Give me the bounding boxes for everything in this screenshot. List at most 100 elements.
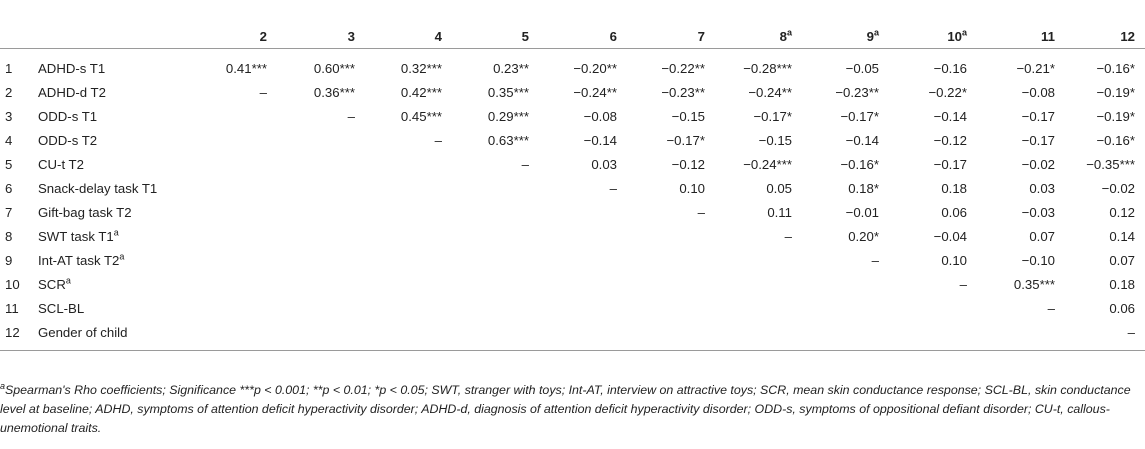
correlation-cell: 0.18* [848, 180, 879, 196]
correlation-cell: 0.23** [493, 60, 529, 76]
row-label-superscript: a [113, 227, 119, 238]
correlation-cell: −0.14 [933, 108, 967, 124]
table-row: 4 ODD-s T2 – 0.63*** −0.14 −0.17* −0.15 −0.14 −0… [0, 128, 1145, 152]
correlation-cell [277, 152, 365, 176]
column-header: 11 [977, 24, 1065, 49]
column-header-label: 12 [1120, 28, 1135, 44]
correlation-cell: 0.12 [1109, 204, 1135, 220]
correlation-cell: −0.16* [840, 156, 879, 172]
correlation-cell: 0.41*** [225, 60, 267, 76]
correlation-cell: −0.28*** [743, 60, 792, 76]
correlation-cell [195, 296, 277, 320]
correlation-cell [452, 248, 539, 272]
correlation-cell: −0.15 [758, 132, 792, 148]
correlation-cell [452, 320, 539, 351]
correlation-cell: 0.36*** [313, 84, 355, 100]
column-header: 6 [539, 24, 627, 49]
column-header-superscript: a [786, 27, 792, 38]
correlation-cell [365, 248, 452, 272]
correlation-cell [539, 200, 627, 224]
correlation-cell [365, 296, 452, 320]
correlation-cell: −0.17 [1021, 132, 1055, 148]
correlation-cell: 0.07 [1029, 228, 1055, 244]
correlation-cell [889, 320, 977, 351]
correlation-cell: 0.05 [766, 180, 792, 196]
correlation-cell: 0.20* [848, 228, 879, 244]
correlation-cell [627, 296, 715, 320]
correlation-cell: −0.03 [1021, 204, 1055, 220]
correlation-table-container: 2 3 4 5 6 7 8a 9a 10a 11 12 1 ADHD-s T1 0.41*** 0.60*… [0, 24, 1145, 351]
footnote-marker: a [0, 380, 6, 391]
column-header: 10a [889, 24, 977, 49]
column-header: 9a [802, 24, 889, 49]
correlation-cell: 0.18 [1109, 276, 1135, 292]
correlation-cell: −0.02 [1021, 156, 1055, 172]
correlation-cell [539, 248, 627, 272]
header-label-cell [38, 24, 195, 49]
correlation-cell [195, 200, 277, 224]
row-label: ODD-s T1 [38, 104, 195, 128]
correlation-cell: −0.23** [835, 84, 879, 100]
correlation-cell [195, 272, 277, 296]
row-label-text: Snack-delay task T1 [38, 180, 158, 196]
correlation-cell [627, 224, 715, 248]
row-number: 6 [5, 180, 13, 196]
correlation-cell [715, 272, 802, 296]
correlation-cell: 0.63*** [487, 132, 529, 148]
row-label: ODD-s T2 [38, 128, 195, 152]
table-row: 5 CU-t T2 – 0.03 −0.12 −0.24*** −0.16* −0.17 −0.… [0, 152, 1145, 176]
column-header-label: 6 [609, 28, 617, 44]
correlation-cell [627, 320, 715, 351]
correlation-cell [802, 296, 889, 320]
column-header: 4 [365, 24, 452, 49]
correlation-cell: −0.23** [661, 84, 705, 100]
correlation-cell [365, 152, 452, 176]
correlation-cell: −0.17 [933, 156, 967, 172]
correlation-cell [715, 320, 802, 351]
table-footnote: aSpearman's Rho coefficients; Significan… [0, 381, 1140, 438]
correlation-cell: 0.06 [941, 204, 967, 220]
correlation-cell [365, 272, 452, 296]
row-number: 1 [5, 60, 13, 76]
column-header-label: 11 [1041, 28, 1055, 44]
row-label: Snack-delay task T1 [38, 176, 195, 200]
correlation-cell: 0.11 [767, 204, 792, 220]
correlation-cell: – [871, 252, 879, 268]
column-header-superscript: a [961, 27, 967, 38]
row-label-text: ADHD-s T1 [38, 60, 106, 76]
correlation-cell: −0.22* [928, 84, 967, 100]
correlation-cell: −0.17* [840, 108, 879, 124]
correlation-cell [277, 296, 365, 320]
correlation-cell: −0.16* [1096, 60, 1135, 76]
correlation-cell: −0.08 [583, 108, 617, 124]
correlation-cell: – [347, 108, 355, 124]
correlation-cell: −0.16 [933, 60, 967, 76]
correlation-cell [195, 152, 277, 176]
correlation-cell: – [259, 84, 267, 100]
correlation-cell [277, 272, 365, 296]
correlation-cell: – [434, 132, 442, 148]
row-number: 5 [5, 156, 13, 172]
table-row: 12 Gender of child – [0, 320, 1145, 351]
row-label-text: ODD-s T2 [38, 132, 98, 148]
header-row: 2 3 4 5 6 7 8a 9a 10a 11 12 [0, 24, 1145, 49]
correlation-cell: – [1127, 324, 1135, 340]
correlation-cell: −0.15 [671, 108, 705, 124]
correlation-cell: 0.35*** [487, 84, 529, 100]
column-header-label: 8 [779, 28, 787, 44]
row-label-superscript: a [119, 251, 125, 262]
row-number: 10 [5, 276, 20, 292]
correlation-cell: −0.08 [1021, 84, 1055, 100]
column-header: 3 [277, 24, 365, 49]
table-row: 6 Snack-delay task T1 – 0.10 0.05 0.18* 0.18 0.… [0, 176, 1145, 200]
column-header-label: 5 [521, 28, 529, 44]
correlation-cell: – [521, 156, 529, 172]
column-header-label: 4 [434, 28, 442, 44]
correlation-cell [195, 224, 277, 248]
correlation-cell [277, 248, 365, 272]
correlation-cell: 0.06 [1109, 300, 1135, 316]
correlation-cell [277, 200, 365, 224]
correlation-cell [365, 224, 452, 248]
correlation-cell [715, 248, 802, 272]
column-header-label: 9 [866, 28, 874, 44]
